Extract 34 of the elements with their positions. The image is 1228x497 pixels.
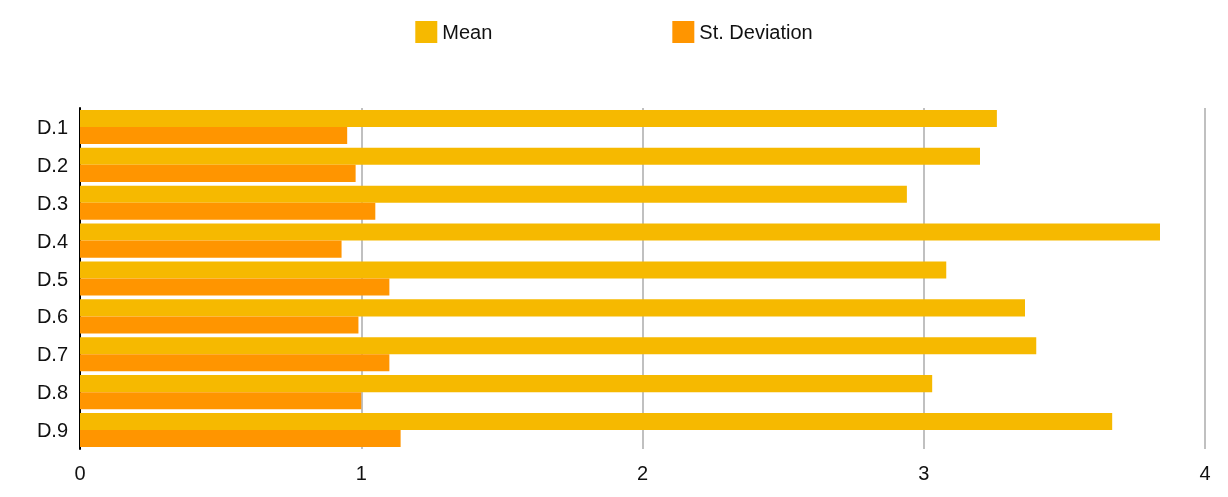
bar: [80, 185, 907, 203]
x-tick-label: 4: [1199, 462, 1211, 484]
y-tick-label: D.8: [36, 381, 68, 404]
x-tick-label: 3: [918, 462, 930, 484]
bar: [80, 109, 997, 127]
y-tick-label: D.7: [36, 343, 68, 366]
bar: [80, 240, 342, 258]
bar: [80, 223, 1160, 241]
y-tick-label: D.1: [36, 115, 68, 138]
bar: [80, 164, 356, 182]
bar: [80, 413, 1113, 431]
bar: [80, 392, 362, 410]
bar: [80, 337, 1037, 355]
legend-label: St. Deviation: [699, 21, 813, 43]
y-tick-label: D.3: [36, 191, 68, 214]
y-tick-label: D.4: [36, 229, 68, 252]
y-tick-label: D.9: [36, 419, 68, 442]
bar: [80, 430, 401, 448]
legend-label: Mean: [442, 21, 493, 43]
y-tick-label: D.5: [36, 267, 68, 290]
bar: [80, 354, 390, 372]
y-tick-label: D.2: [36, 153, 68, 176]
bar: [80, 147, 980, 165]
bar: [80, 375, 933, 393]
bar: [80, 299, 1025, 317]
bar: [80, 202, 376, 220]
bar: [80, 261, 947, 279]
bar: [80, 126, 348, 144]
y-tick-label: D.6: [36, 305, 68, 328]
x-tick-label: 1: [355, 462, 367, 484]
bar: [80, 278, 390, 296]
bar: [80, 316, 359, 334]
x-tick-label: 2: [636, 462, 649, 484]
x-tick-label: 0: [74, 462, 86, 484]
